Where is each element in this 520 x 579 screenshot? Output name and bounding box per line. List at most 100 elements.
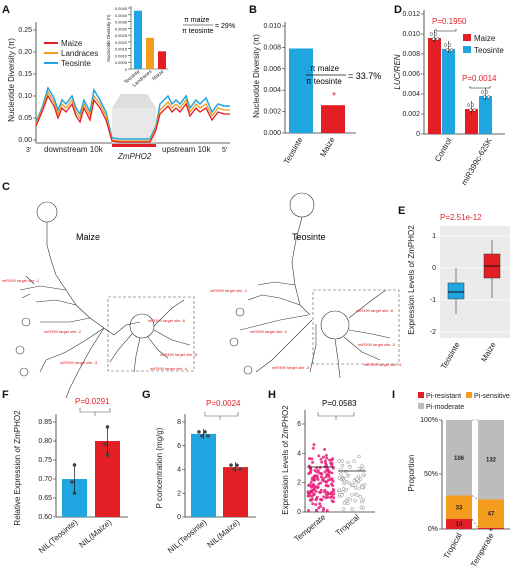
panel-b-star: *: [332, 91, 336, 102]
h-point-temperate: [311, 460, 315, 464]
h-point-temperate: [321, 509, 325, 513]
d-point: [484, 90, 489, 94]
i-seg-value: 106: [454, 456, 465, 462]
h-point-temperate: [321, 455, 325, 459]
panel-b-tick-label: 0.008: [263, 44, 281, 51]
panel-h-tick-label: 6: [297, 421, 301, 428]
panel-label-c: C: [2, 181, 10, 193]
g-point: [229, 463, 233, 467]
panel-d-tick-label: 0: [416, 131, 420, 138]
g-point: [235, 463, 239, 467]
g-point: [232, 467, 236, 471]
i-seg-sensitive: [446, 495, 472, 520]
g-point: [200, 434, 204, 438]
h-point-tropical: [357, 454, 361, 459]
legend-landraces: Landraces: [61, 49, 98, 58]
h-point-tropical: [344, 488, 349, 492]
h-point-temperate: [328, 458, 332, 462]
c-teo-site-1: miR399 target site -1: [210, 288, 248, 293]
panel-h-tick-label: 2: [297, 480, 301, 487]
panel-a-upstream: upstream 10k: [162, 145, 211, 154]
h-point-temperate: [323, 447, 327, 451]
panel-h-xlabel: Temperate: [293, 512, 328, 544]
i-seg-value: 132: [486, 458, 497, 464]
panel-h-xlabel: Tropical: [334, 512, 362, 537]
h-point-tropical: [341, 507, 346, 511]
d-point: [431, 37, 436, 41]
h-point-temperate: [314, 503, 318, 507]
c-maize-site-2: miR399 target site -2: [44, 329, 82, 334]
panel-d-xlabel: Control: [433, 136, 454, 163]
legend-maize: Maize: [61, 39, 83, 48]
d-point: [429, 32, 434, 36]
panel-g: P=0.0024 P concentration (mg/g) 0 2 4 6 8 NIL…: [155, 399, 256, 555]
h-point-temperate: [318, 502, 322, 506]
d-point: [480, 90, 485, 94]
h-point-tropical: [352, 478, 357, 483]
panel-a-tick-label: 0.20: [18, 49, 32, 56]
panel-a-tick-label: 0.25: [18, 27, 32, 34]
h-point-temperate: [309, 481, 313, 485]
panel-i-ylabel: Proportion: [407, 455, 416, 492]
panel-b-tick-label: 0.002: [263, 109, 281, 116]
h-point-temperate: [309, 498, 313, 502]
h-point-tropical: [355, 477, 359, 481]
panel-d-tick-label: 0.012: [402, 11, 420, 18]
d-point: [447, 43, 452, 47]
panel-f-pval: P=0.0291: [75, 397, 110, 406]
c-maize-site-4: miR399 target site -4: [150, 366, 188, 371]
h-point-temperate: [318, 490, 322, 494]
h-point-temperate: [312, 443, 316, 447]
panel-f-tick-label: 0.75: [38, 457, 52, 464]
panel-e: P=2.51e-12 1 0 -1 -2 Expression Levels of Z…: [407, 213, 510, 371]
b-bar-maize: [321, 105, 345, 133]
panel-i-legend: Pi-resistant Pi-sensitive Pi-moderate: [418, 392, 510, 411]
h-point-temperate: [323, 459, 327, 463]
panel-h-tick-label: 4: [297, 450, 301, 457]
h-point-temperate: [314, 485, 318, 489]
h-point-temperate: [329, 490, 333, 494]
h-point-temperate: [323, 490, 327, 494]
h-point-tropical: [353, 498, 357, 503]
h-point-temperate: [330, 494, 334, 498]
panel-g-xlabel: NIL(Teosinte): [166, 517, 208, 555]
inset-tick-label: 0.0025: [115, 33, 128, 38]
h-point-temperate: [317, 454, 321, 458]
d-point: [445, 48, 450, 52]
panel-f: P=0.0291 Relative Expression of ZmPHO2 0…: [13, 397, 128, 555]
i-seg-moderate: [446, 420, 472, 496]
h-point-tropical: [357, 467, 362, 471]
i-seg-resistant: [478, 527, 504, 529]
panel-b-ratio-val: = 33.7%: [348, 71, 381, 81]
i-seg-value: 2: [489, 526, 493, 532]
inset-tick-label: 0.0010: [115, 53, 128, 58]
inset-tick-label: 0.0015: [115, 47, 128, 52]
panel-f-tick-label: 0.85: [38, 419, 52, 426]
panel-d-tick-label: 0.004: [402, 91, 420, 98]
h-point-tropical: [361, 497, 366, 502]
h-point-tropical: [344, 469, 348, 474]
h-point-temperate: [308, 494, 312, 498]
h-point-tropical: [356, 474, 361, 479]
g-bar: [191, 433, 216, 517]
h-point-tropical: [339, 472, 343, 476]
c-maize-title: Maize: [76, 232, 100, 242]
h-point-temperate: [309, 468, 313, 472]
h-point-tropical: [341, 487, 346, 491]
g-point: [203, 430, 207, 434]
d-point: [443, 43, 448, 47]
d-point: [486, 95, 491, 99]
inset-tick-label: 0.0030: [115, 26, 128, 31]
h-point-temperate: [315, 470, 319, 474]
c-teo-site-4: miR399 target site -4: [364, 362, 402, 367]
i-legend-resistant: Pi-resistant: [426, 393, 461, 400]
h-point-tropical: [352, 459, 356, 463]
panel-f-tick-label: 0.80: [38, 438, 52, 445]
h-point-temperate: [315, 509, 319, 513]
h-point-tropical: [360, 464, 364, 468]
panel-h-pval: P=0.0583: [322, 399, 357, 408]
inset-tick-label: 0: [125, 67, 128, 72]
h-point-temperate: [326, 473, 330, 477]
h-point-temperate: [331, 500, 335, 504]
i-tick-label: 100%: [420, 417, 438, 424]
